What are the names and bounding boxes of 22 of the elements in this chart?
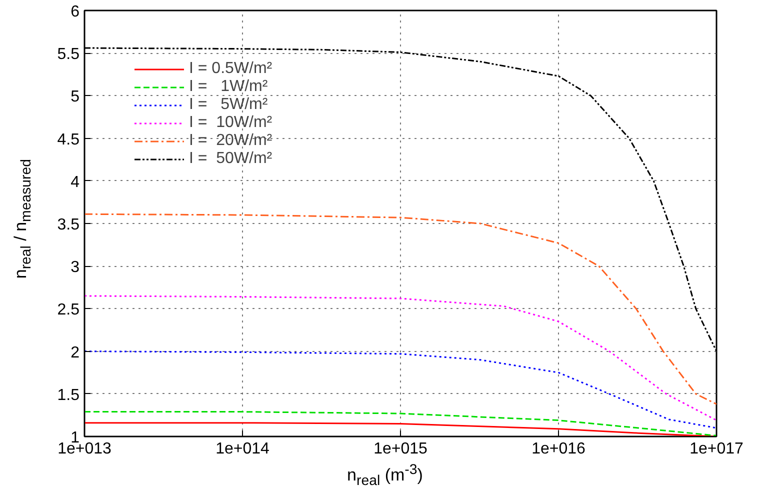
- legend-label: I = 50W/m²: [189, 150, 272, 168]
- y-tick-label: 1.5: [57, 386, 80, 404]
- legend-label: I = 10W/m²: [189, 114, 272, 132]
- x-tick-label: 1e+016: [532, 440, 586, 458]
- legend-label: I = 20W/m²: [189, 132, 272, 150]
- y-tick-label: 4: [70, 174, 80, 191]
- y-tick-label: 5: [70, 88, 80, 106]
- x-tick-label: 1e+017: [690, 440, 744, 458]
- legend-label: I = 0.5W/m²: [189, 60, 272, 78]
- y-tick-label: 6: [70, 4, 80, 20]
- legend-label: I = 1W/m²: [189, 78, 268, 96]
- y-tick-label: 3: [70, 259, 80, 276]
- legend-label: I = 5W/m²: [189, 96, 268, 114]
- y-tick-label: 2: [70, 344, 80, 362]
- x-tick-label: 1e+013: [58, 440, 112, 458]
- x-tick-label: 1e+015: [374, 440, 428, 458]
- y-tick-label: 2.5: [57, 302, 80, 319]
- x-axis-title: n$_{real}$ (m$^{-3}$): [346, 461, 424, 492]
- y-tick-label: 5.5: [57, 46, 80, 64]
- x-tick-label: 1e+014: [216, 440, 270, 458]
- y-tick-label: 4.5: [57, 131, 80, 148]
- y-tick-label: 3.5: [57, 216, 80, 234]
